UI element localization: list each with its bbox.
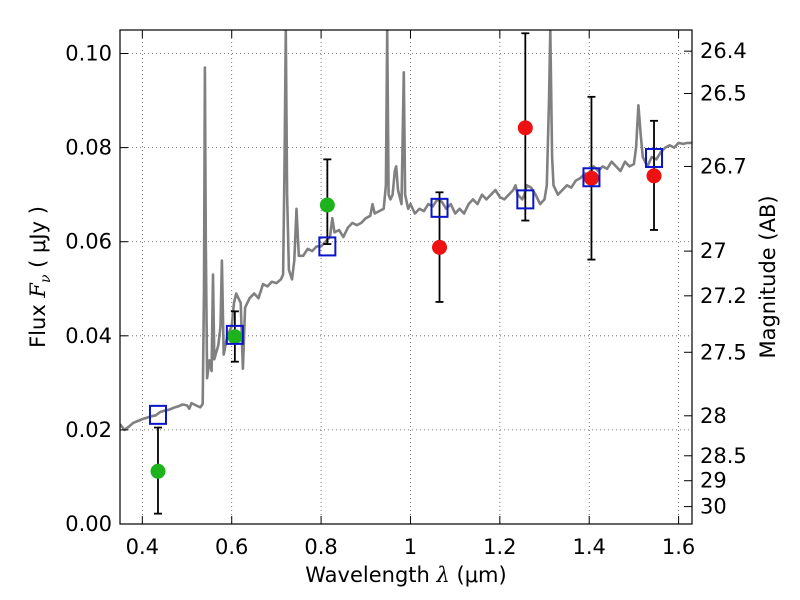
plot-area [120,30,692,515]
x-tick-label: 1 [404,535,417,559]
right-tick-label: 27.2 [700,284,747,308]
red-data-point [432,239,448,255]
axis-ticks: 0.4 0.6 0.8 1 1.2 1.4 1.6 0.00 0.02 0.04 0.06 0.08 0… [65,30,747,559]
spectrum-line [120,30,692,432]
x-tick-label: 1.4 [573,535,606,559]
x-axis-label: Wavelength λ (μm) [305,563,506,587]
right-tick-label: 26.5 [700,82,747,106]
right-tick-label: 29 [700,469,727,493]
model-square-marker [148,404,167,425]
y-tick-label: 0.04 [65,324,112,348]
x-tick-label: 1.6 [662,535,695,559]
y-tick-label: 0.10 [65,42,112,66]
y-tick-label: 0.08 [65,136,112,160]
green-data-point [319,197,335,213]
right-tick-label: 30 [700,495,727,519]
y-tick-label: 0.00 [65,512,112,536]
green-data-point [150,463,166,479]
x-tick-label: 0.4 [126,535,159,559]
y-tick-label: 0.06 [65,230,112,254]
model-square-marker [645,147,664,168]
x-tick-label: 0.8 [304,535,337,559]
model-square-marker [516,189,535,210]
right-tick-label: 26.4 [700,39,747,63]
x-tick-label: 1.2 [483,535,516,559]
red-data-point [646,168,662,184]
red-data-point [517,120,533,136]
right-tick-label: 26.7 [700,154,747,178]
right-axis-label: Magnitude (AB) [756,195,780,358]
y-tick-label: 0.02 [65,418,112,442]
right-tick-label: 28 [700,404,727,428]
red-data-point [583,170,599,186]
model-square-marker [430,197,449,218]
y-axis-label: Flux Fν ( μJy ) [26,206,54,348]
model-square-marker [582,167,601,188]
right-tick-label: 27 [700,239,727,263]
model-square-marker [225,324,244,345]
plot-frame [119,29,693,525]
green-data-point [227,329,243,345]
model-square-marker [318,236,337,257]
x-tick-label: 0.6 [215,535,248,559]
right-tick-label: 27.5 [700,340,747,364]
right-tick-label: 28.5 [700,444,747,468]
